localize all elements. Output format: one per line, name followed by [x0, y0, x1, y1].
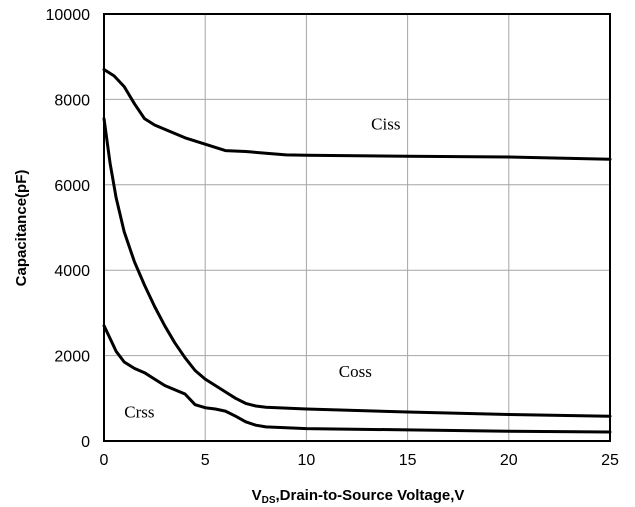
x-tick-label-3: 15 — [399, 452, 417, 469]
plot-frame — [103, 13, 611, 442]
x-axis-title: VDS,Drain-to-Source Voltage,V — [252, 487, 465, 506]
y-tick-label-3: 6000 — [54, 178, 90, 195]
x-tick-label-1: 5 — [201, 452, 210, 469]
x-axis-title-subscript: DS — [262, 495, 276, 506]
series-line-crss — [102, 324, 612, 434]
y-tick-label-5: 10000 — [46, 7, 91, 24]
x-tick-label-0: 0 — [100, 452, 109, 469]
series-labels: Ciss Coss Crss — [124, 114, 400, 421]
series-lines — [102, 68, 612, 434]
y-axis-title: Capacitance(pF) — [13, 170, 30, 287]
series-line-ciss — [102, 68, 612, 161]
series-label-ciss: Ciss — [371, 114, 400, 133]
y-tick-label-2: 4000 — [54, 263, 90, 280]
x-axis-title-main: V — [252, 487, 262, 504]
series-line-coss — [102, 117, 612, 418]
x-tick-label-4: 20 — [500, 452, 518, 469]
y-tick-label-1: 2000 — [54, 349, 90, 366]
y-tick-label-0: 0 — [81, 434, 90, 451]
series-label-coss: Coss — [339, 362, 372, 381]
y-tick-label-4: 8000 — [54, 92, 90, 109]
grid-lines — [104, 14, 610, 441]
series-label-crss: Crss — [124, 403, 154, 422]
x-tick-label-5: 25 — [601, 452, 619, 469]
x-axis-title-rest: ,Drain-to-Source Voltage,V — [276, 487, 465, 504]
y-tick-labels: 0 2000 4000 6000 8000 10000 — [46, 7, 91, 451]
x-tick-label-2: 10 — [298, 452, 316, 469]
x-tick-labels: 0 5 10 15 20 25 — [100, 452, 619, 469]
